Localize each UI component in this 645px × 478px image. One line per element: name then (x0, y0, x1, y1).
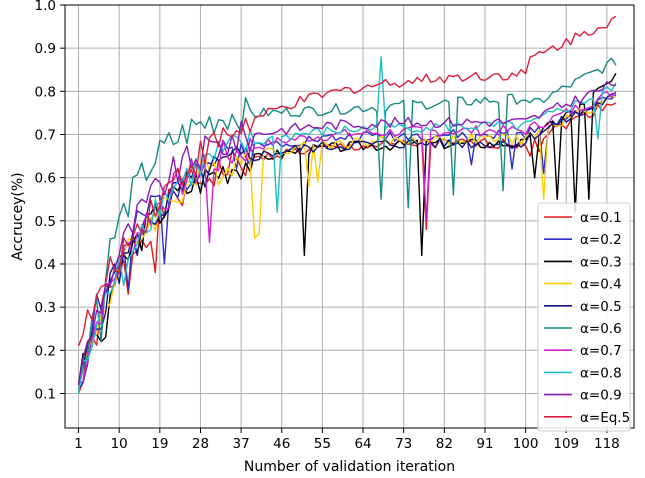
legend-label: α=0.2 (580, 232, 622, 248)
legend-label: α=0.8 (580, 365, 622, 381)
y-tick-label: 0.5 (35, 214, 56, 230)
x-tick-label: 64 (354, 436, 371, 452)
y-tick-label: 1.0 (35, 0, 56, 14)
y-tick-label: 0.4 (35, 257, 56, 273)
legend-label: α=0.1 (580, 210, 622, 226)
series-line-0-8 (77, 56, 617, 394)
legend-label: α=0.4 (580, 277, 622, 293)
series-line-0-2 (77, 94, 617, 390)
series-line-0-5 (77, 92, 617, 386)
x-tick-label: 1 (74, 436, 83, 452)
legend-label: α=0.3 (580, 254, 622, 270)
y-tick-label: 0.2 (35, 343, 56, 359)
x-tick-label: 73 (395, 436, 412, 452)
x-tick-label: 100 (513, 436, 539, 452)
legend-box (537, 202, 631, 432)
y-axis-label: Accrucey(%) (10, 172, 26, 260)
x-tick-label: 37 (233, 436, 250, 452)
y-tick-label: 0.3 (35, 300, 56, 316)
legend-label: α=Eq.5 (580, 410, 630, 426)
series-lines (77, 15, 617, 394)
series-line-Eq-5 (77, 15, 617, 347)
x-axis-label: Number of validation iteration (244, 459, 455, 475)
plot-frame (64, 4, 635, 429)
series-line-0-6 (77, 57, 617, 390)
x-tick-label: 91 (476, 436, 493, 452)
x-tick-label: 46 (273, 436, 290, 452)
legend-label: α=0.9 (580, 388, 622, 404)
y-tick-label: 0.6 (35, 171, 56, 187)
y-tick-label: 0.7 (35, 127, 56, 143)
legend-label: α=0.5 (580, 299, 622, 315)
axis-ticks: 1 10 19 28 37 46 55 64 73 82 91 100 109 118 0.1 0.2 0.3 0… (35, 0, 620, 452)
y-tick-label: 0.9 (35, 41, 56, 57)
legend: α=0.1 α=0.2 α=0.3 α=0.4 α=0.5 α=0.6 α=0.7 α=0.8… (537, 202, 631, 432)
y-tick-label: 0.8 (35, 84, 56, 100)
x-tick-label: 82 (436, 436, 453, 452)
x-tick-label: 19 (151, 436, 168, 452)
x-tick-label: 109 (553, 436, 579, 452)
x-tick-label: 118 (594, 436, 620, 452)
x-tick-label: 10 (111, 436, 128, 452)
legend-label: α=0.6 (580, 321, 622, 337)
series-line-0-3 (77, 72, 617, 385)
x-tick-label: 55 (314, 436, 331, 452)
x-tick-label: 28 (192, 436, 209, 452)
series-line-0-7 (78, 90, 617, 386)
legend-label: α=0.7 (580, 343, 622, 359)
y-tick-label: 0.1 (35, 386, 56, 402)
